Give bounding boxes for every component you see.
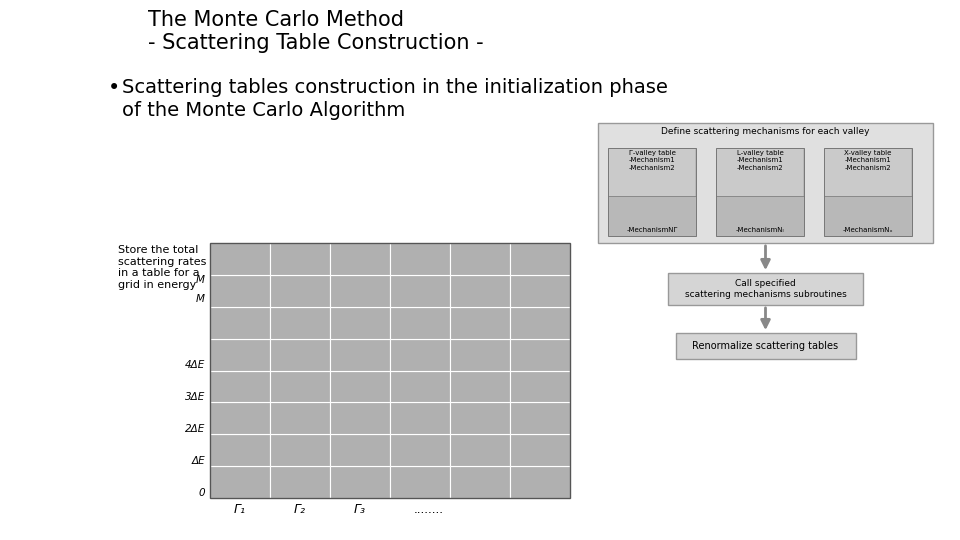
Text: 0: 0 bbox=[199, 488, 205, 498]
Text: -MechanismNΓ: -MechanismNΓ bbox=[626, 227, 678, 233]
Text: ΔE: ΔE bbox=[191, 456, 205, 466]
Bar bbox=[390, 402, 450, 434]
Bar bbox=[330, 466, 390, 498]
Text: Renormalize scattering tables: Renormalize scattering tables bbox=[692, 341, 839, 351]
Text: -MechanismNₗ: -MechanismNₗ bbox=[735, 227, 784, 233]
Text: 3ΔE: 3ΔE bbox=[184, 393, 205, 402]
Text: Γ₁: Γ₁ bbox=[234, 503, 246, 516]
Text: •: • bbox=[108, 78, 120, 98]
Bar bbox=[668, 273, 863, 305]
Bar bbox=[210, 275, 270, 307]
Bar bbox=[270, 243, 330, 275]
Bar bbox=[390, 370, 450, 402]
Text: X-valley table
-Mechanism1
-Mechanism2: X-valley table -Mechanism1 -Mechanism2 bbox=[844, 150, 892, 171]
Bar bbox=[450, 243, 510, 275]
Text: M: M bbox=[196, 275, 205, 285]
Bar bbox=[330, 434, 390, 466]
Bar bbox=[210, 243, 270, 275]
Bar bbox=[210, 434, 270, 466]
Bar bbox=[210, 243, 570, 498]
Bar bbox=[270, 339, 330, 370]
Bar bbox=[510, 434, 570, 466]
Bar bbox=[210, 466, 270, 498]
Bar bbox=[450, 370, 510, 402]
Bar bbox=[330, 339, 390, 370]
Text: Store the total
scattering rates
in a table for a
grid in energy: Store the total scattering rates in a ta… bbox=[118, 245, 206, 290]
Bar bbox=[450, 307, 510, 339]
Text: L-valley table
-Mechanism1
-Mechanism2: L-valley table -Mechanism1 -Mechanism2 bbox=[736, 150, 783, 171]
Bar bbox=[450, 275, 510, 307]
Bar bbox=[717, 149, 803, 197]
Bar bbox=[330, 275, 390, 307]
Bar bbox=[390, 307, 450, 339]
Bar bbox=[510, 243, 570, 275]
Bar bbox=[824, 148, 912, 236]
Bar bbox=[510, 402, 570, 434]
Bar bbox=[510, 339, 570, 370]
Bar bbox=[330, 243, 390, 275]
Bar bbox=[390, 339, 450, 370]
Bar bbox=[270, 434, 330, 466]
Bar bbox=[270, 402, 330, 434]
Text: 2ΔE: 2ΔE bbox=[184, 424, 205, 434]
Text: - Scattering Table Construction -: - Scattering Table Construction - bbox=[148, 33, 484, 53]
Bar bbox=[608, 148, 696, 236]
Text: Γ-valley table
-Mechanism1
-Mechanism2: Γ-valley table -Mechanism1 -Mechanism2 bbox=[629, 150, 676, 171]
Bar bbox=[716, 148, 804, 236]
Bar bbox=[210, 370, 270, 402]
Text: Call specified
scattering mechanisms subroutines: Call specified scattering mechanisms sub… bbox=[684, 279, 847, 299]
Text: Scattering tables construction in the initialization phase: Scattering tables construction in the in… bbox=[122, 78, 668, 97]
Bar bbox=[270, 275, 330, 307]
Bar bbox=[510, 307, 570, 339]
Bar bbox=[510, 275, 570, 307]
Text: Define scattering mechanisms for each valley: Define scattering mechanisms for each va… bbox=[661, 127, 870, 136]
Text: The Monte Carlo Method: The Monte Carlo Method bbox=[148, 10, 404, 30]
Bar bbox=[330, 402, 390, 434]
Bar bbox=[450, 434, 510, 466]
Bar bbox=[390, 243, 450, 275]
Bar bbox=[210, 339, 270, 370]
Text: ........: ........ bbox=[414, 503, 444, 516]
Bar bbox=[598, 123, 933, 243]
Bar bbox=[270, 307, 330, 339]
Bar bbox=[330, 307, 390, 339]
Bar bbox=[210, 402, 270, 434]
Bar bbox=[825, 149, 911, 197]
Bar bbox=[609, 149, 695, 197]
Bar bbox=[510, 370, 570, 402]
Text: M: M bbox=[196, 294, 205, 303]
Bar bbox=[390, 434, 450, 466]
Bar bbox=[270, 466, 330, 498]
Bar bbox=[270, 370, 330, 402]
Bar bbox=[330, 370, 390, 402]
Bar bbox=[210, 307, 270, 339]
Bar bbox=[450, 402, 510, 434]
Text: 4ΔE: 4ΔE bbox=[184, 361, 205, 370]
Text: Γ₃: Γ₃ bbox=[354, 503, 366, 516]
Bar bbox=[510, 466, 570, 498]
Text: of the Monte Carlo Algorithm: of the Monte Carlo Algorithm bbox=[122, 101, 405, 120]
Text: -MechanismNₓ: -MechanismNₓ bbox=[843, 227, 894, 233]
Bar bbox=[450, 339, 510, 370]
Bar bbox=[676, 333, 855, 359]
Bar bbox=[390, 466, 450, 498]
Text: Γ₂: Γ₂ bbox=[294, 503, 306, 516]
Bar bbox=[390, 275, 450, 307]
Bar bbox=[450, 466, 510, 498]
